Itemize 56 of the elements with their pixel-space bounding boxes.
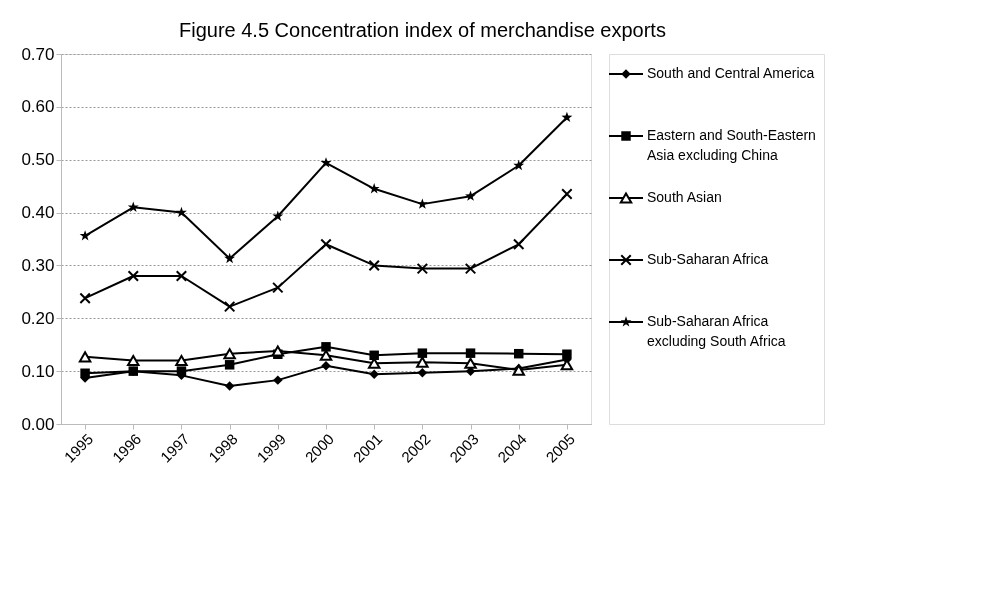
point [79, 292, 91, 304]
point [513, 348, 524, 359]
point [416, 262, 429, 275]
point [176, 206, 187, 218]
point [465, 348, 476, 358]
point [127, 201, 139, 212]
point [175, 270, 188, 282]
point [465, 190, 476, 201]
point [513, 159, 525, 171]
point [127, 355, 140, 367]
legend-label: South Asian [647, 189, 722, 205]
y-tick-label: 0.60 [21, 97, 55, 117]
point [223, 300, 236, 313]
y-tick-label: 0.70 [21, 44, 55, 64]
point [320, 238, 332, 251]
point [176, 366, 187, 376]
y-tick-label: 0.20 [21, 308, 55, 328]
point [369, 350, 379, 361]
point [320, 157, 332, 168]
point [321, 342, 331, 352]
point [224, 381, 235, 391]
point [512, 238, 525, 251]
y-tick-label: 0.50 [21, 150, 55, 170]
point [273, 375, 283, 385]
point [562, 349, 572, 359]
point [79, 230, 91, 241]
point [271, 345, 285, 357]
point [224, 252, 236, 264]
point [319, 349, 333, 361]
point [368, 183, 380, 194]
point [80, 368, 90, 378]
point [223, 348, 236, 360]
point [175, 355, 188, 367]
legend-label: Eastern and South-Eastern Asia excluding China [647, 127, 816, 163]
point [464, 357, 477, 369]
legend-label: Sub-Saharan Africa excluding South Africa [647, 313, 786, 349]
point [561, 188, 573, 200]
point [464, 262, 477, 275]
point [224, 360, 235, 370]
point [128, 366, 139, 376]
point [416, 356, 429, 368]
point [127, 270, 140, 282]
legend-label: South and Central America [647, 65, 815, 81]
point [417, 367, 428, 378]
chart-title: Figure 4.5 Concentration index of merchandise exports [178, 18, 666, 41]
point [417, 348, 428, 358]
y-tick-label: 0.40 [21, 203, 55, 223]
point [368, 259, 380, 272]
legend-label: Sub-Saharan Africa [647, 251, 769, 267]
y-tick-label: 0.30 [21, 255, 55, 275]
y-tick-label: 0.00 [21, 414, 55, 434]
point [369, 369, 379, 380]
point [272, 210, 284, 221]
point [78, 351, 92, 363]
y-tick-label: 0.10 [21, 361, 55, 381]
point [272, 281, 284, 294]
